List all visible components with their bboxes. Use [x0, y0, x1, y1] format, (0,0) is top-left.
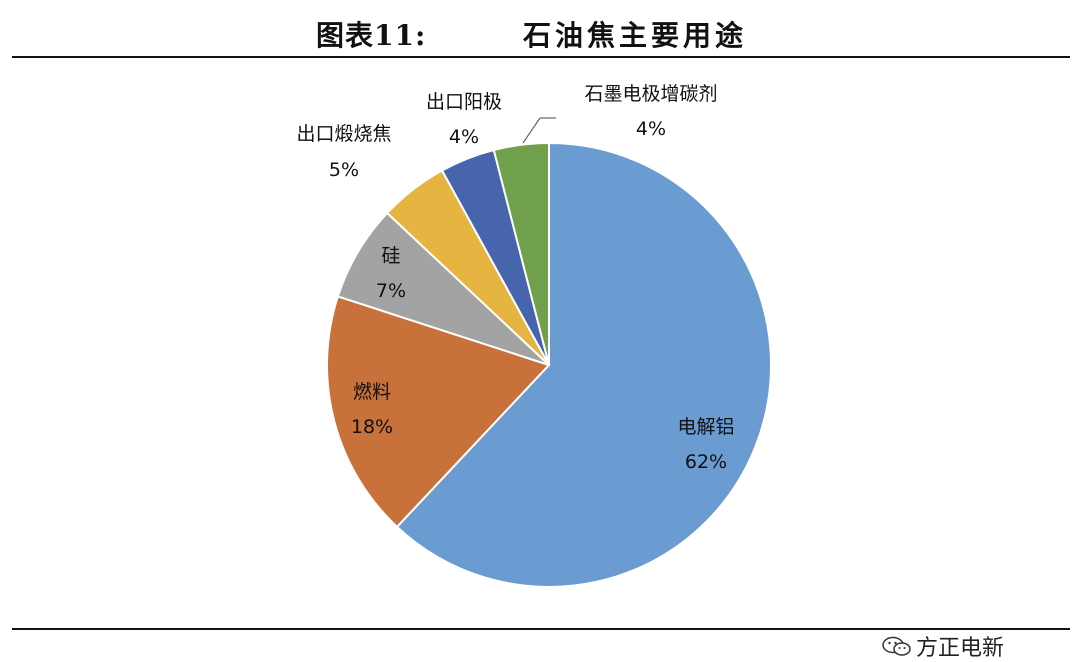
figure-title: 图表11: 石油焦主要用途: [0, 10, 1080, 52]
pie-slice-1: [395, 141, 772, 588]
chart-title: 石油焦主要用途: [523, 19, 748, 52]
slice-percent-4: 5%: [329, 159, 359, 181]
pie-slice-6: [492, 141, 550, 366]
slice-percent-5: 4%: [449, 126, 479, 148]
slice-percent-6: 4%: [636, 118, 666, 140]
bottom-divider: [12, 628, 1070, 630]
watermark: 方正电新: [882, 628, 1072, 661]
slice-label-2: 燃料: [353, 381, 391, 403]
top-divider: [12, 56, 1070, 58]
figure-number: 图表11:: [316, 19, 427, 52]
slice-percent-1: 62%: [685, 451, 727, 473]
watermark-text: 方正电新: [916, 636, 1005, 661]
slice-percent-3: 7%: [376, 280, 406, 302]
slice-percent-2: 18%: [351, 416, 393, 438]
leader-line: [522, 117, 541, 144]
wechat-icon: [882, 636, 911, 656]
slice-label-1: 电解铝: [677, 416, 734, 438]
slice-label-5: 出口阳极: [426, 91, 502, 113]
slice-label-6: 石墨电极增碳剂: [584, 83, 717, 105]
slice-label-3: 硅: [381, 245, 400, 267]
pie-slice-2: [326, 295, 551, 529]
slice-label-4: 出口煅烧焦: [296, 123, 391, 145]
